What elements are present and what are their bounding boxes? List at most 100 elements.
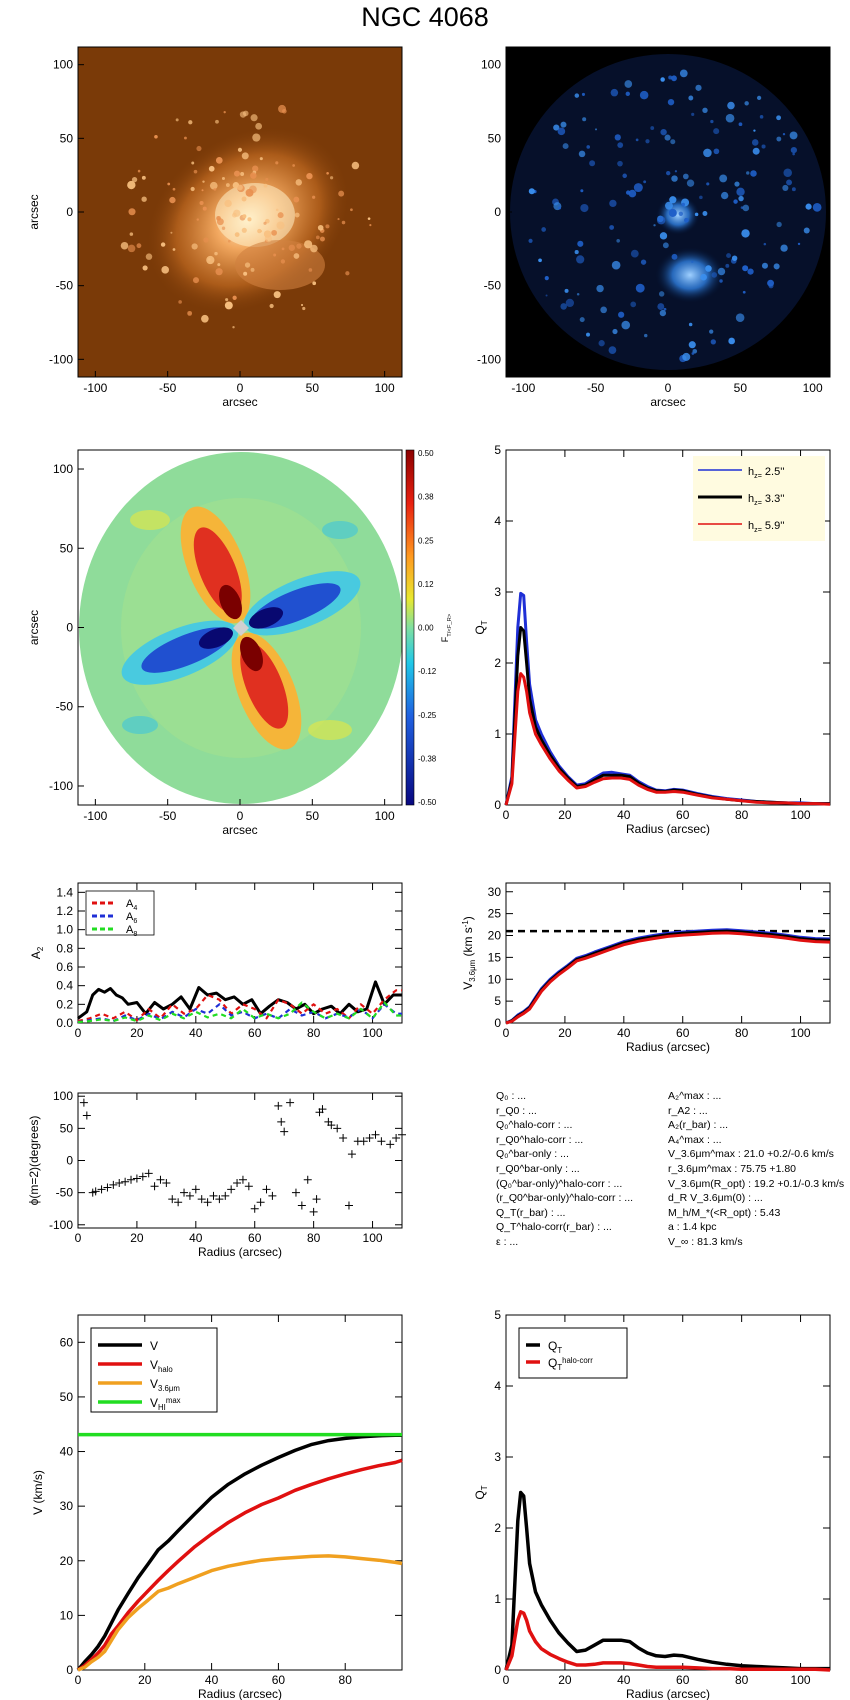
knot (564, 288, 569, 293)
knot (725, 263, 730, 268)
x-tick-label: 80 (735, 808, 749, 822)
knot (302, 306, 306, 311)
phase-point (386, 1140, 395, 1149)
knot (728, 337, 735, 345)
knot (301, 304, 304, 307)
knot (326, 172, 329, 175)
y-tick-label: 0.8 (56, 941, 73, 955)
knot (558, 206, 561, 210)
knot (618, 311, 625, 318)
knot (753, 129, 756, 132)
knot (295, 179, 302, 186)
x-tick-label: 0 (75, 1026, 82, 1040)
knot (187, 310, 193, 316)
qt-halo-corrected-frame (505, 1314, 831, 1671)
knot (541, 227, 547, 232)
knot (317, 224, 324, 231)
phase-point (162, 1179, 171, 1187)
knot (141, 196, 147, 202)
knot (682, 352, 691, 361)
knot (662, 242, 669, 249)
knot (659, 309, 667, 317)
knot (594, 128, 598, 131)
y-tick-label: 3 (494, 585, 501, 599)
x-tick-label: 40 (189, 1026, 203, 1040)
knot (544, 276, 549, 281)
knot (699, 195, 703, 200)
phase-point (221, 1191, 230, 1200)
knot (674, 170, 678, 173)
knot (695, 84, 702, 91)
x-tick-label: 40 (617, 1673, 631, 1687)
knot (742, 265, 749, 272)
knot (598, 340, 605, 347)
knot (717, 267, 726, 276)
knot (776, 221, 782, 228)
knot (208, 165, 215, 172)
phase-point (168, 1195, 177, 1204)
knot (713, 128, 720, 135)
parameters-right: A₂^max : ... r_A2 : ... A₂(r_bar) : ... … (668, 1089, 844, 1250)
phase-point (318, 1105, 327, 1114)
knot (243, 271, 248, 276)
y-tick-label: -50 (484, 279, 502, 293)
knot (681, 202, 686, 207)
colorbar-tick-label: 0.38 (418, 493, 434, 502)
y-tick-label: 1 (494, 1592, 501, 1606)
knot (579, 317, 585, 323)
knot (805, 203, 812, 210)
knot (586, 145, 591, 149)
x-axis-label: Radius (arcsec) (198, 1687, 282, 1700)
x-axis-label: arcsec (222, 395, 257, 409)
phase-point (174, 1198, 183, 1207)
knot (247, 217, 252, 222)
knot (581, 92, 586, 96)
x-tick-label: 100 (791, 1673, 811, 1687)
knot (656, 216, 666, 225)
knot (741, 229, 750, 238)
knot (667, 98, 675, 106)
x-tick-label: 40 (189, 1231, 203, 1245)
phase-point (312, 1195, 321, 1204)
force-ratio-map-image (79, 452, 402, 804)
y-tick-label: 0 (494, 1663, 501, 1677)
x-tick-label: -100 (83, 809, 107, 823)
qt-hc-series-line (504, 1610, 831, 1672)
knot (812, 202, 822, 212)
phase-point (233, 1179, 242, 1187)
y-axis-label: arcsec (27, 610, 41, 645)
knot (178, 300, 182, 304)
page-title: NGC 4068 (361, 2, 489, 32)
knot (202, 206, 207, 211)
knot (773, 263, 780, 270)
knot (351, 161, 360, 170)
colorbar-tick-label: -0.38 (418, 754, 437, 763)
knot (310, 244, 318, 253)
knot (206, 255, 215, 265)
x-tick-label: 100 (791, 808, 811, 822)
qt-series-line (504, 626, 830, 806)
knot (580, 203, 589, 213)
knot (215, 157, 223, 164)
knot (280, 259, 286, 264)
knot (611, 260, 621, 270)
knot (560, 303, 567, 310)
knot (709, 329, 714, 334)
knot (679, 69, 688, 78)
knot (350, 208, 353, 212)
knot (644, 333, 648, 338)
component-series-line (77, 1554, 403, 1672)
knot (666, 170, 671, 176)
phase-point (327, 1121, 336, 1130)
phase-point (277, 1117, 286, 1126)
phase-point (359, 1137, 368, 1146)
phase-point (132, 1174, 141, 1183)
x-tick-label: 50 (306, 381, 320, 395)
knot (325, 224, 330, 229)
knot (308, 268, 313, 272)
y-tick-label: 20 (60, 1554, 74, 1568)
knot (596, 284, 604, 293)
phase-point (109, 1180, 118, 1189)
knot (789, 131, 798, 140)
